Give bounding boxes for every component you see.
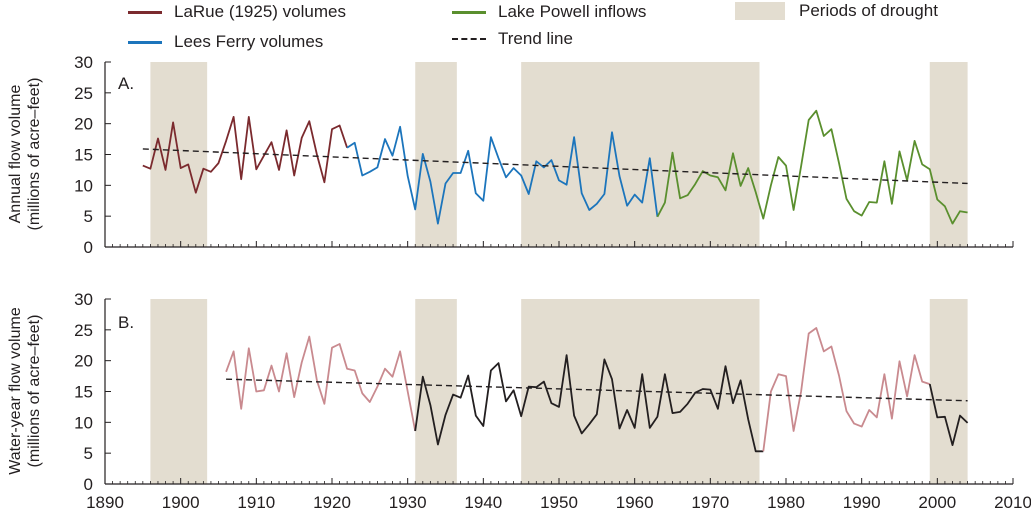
x-tick-label-1990: 1990 bbox=[843, 493, 881, 512]
legend-label-lees: Lees Ferry volumes bbox=[174, 32, 324, 51]
y-tick-label-a-5: 5 bbox=[84, 207, 93, 226]
panel-label-b: B. bbox=[118, 313, 135, 332]
series-line-a-3 bbox=[656, 109, 968, 225]
x-tick-label-1960: 1960 bbox=[616, 493, 654, 512]
x-tick-label-2010: 2010 bbox=[994, 493, 1031, 512]
y-tick-label-b-0: 0 bbox=[84, 475, 93, 494]
drought-band-a-3 bbox=[521, 62, 760, 247]
series-line-b-1 bbox=[225, 335, 417, 432]
legend-label-trend: Trend line bbox=[498, 29, 573, 48]
legend-label-drought: Periods of drought bbox=[799, 1, 938, 20]
series-line-a-1 bbox=[142, 116, 348, 194]
y-tick-label-b-25: 25 bbox=[74, 321, 93, 340]
y-tick-label-b-5: 5 bbox=[84, 444, 93, 463]
trend-line-a bbox=[142, 148, 968, 185]
y-tick-label-a-0: 0 bbox=[84, 238, 93, 257]
drought-band-b-4 bbox=[929, 299, 968, 484]
drought-band-b-1 bbox=[150, 299, 208, 484]
x-tick-label-1950: 1950 bbox=[540, 493, 578, 512]
legend-label-powell: Lake Powell inflows bbox=[498, 2, 647, 21]
panel-a: 0 5 10 15 20 25 30 bbox=[74, 53, 1014, 257]
drought-band-b-2 bbox=[415, 299, 457, 484]
legend-swatch-larue bbox=[128, 10, 162, 14]
panel-b: 0 5 10 15 20 25 30 1890 1900 1910 1920 1930 1940 1950… bbox=[74, 290, 1031, 512]
y-tick-label-a-15: 15 bbox=[74, 146, 93, 165]
x-tick-label-1920: 1920 bbox=[313, 493, 351, 512]
x-tick-label-1940: 1940 bbox=[464, 493, 502, 512]
y-tick-label-a-25: 25 bbox=[74, 84, 93, 103]
drought-band-a-4 bbox=[929, 62, 968, 247]
y-tick-label-b-15: 15 bbox=[74, 383, 93, 402]
x-tick-label-1910: 1910 bbox=[237, 493, 275, 512]
x-tick-label-1900: 1900 bbox=[162, 493, 200, 512]
x-tick-label-1980: 1980 bbox=[767, 493, 805, 512]
drought-band-a-2 bbox=[415, 62, 457, 247]
legend-swatch-lees bbox=[128, 40, 162, 44]
x-tick-label-1890: 1890 bbox=[86, 493, 124, 512]
legend-item-larue: LaRue (1925) volumes bbox=[128, 2, 346, 22]
legend-item-powell: Lake Powell inflows bbox=[452, 2, 646, 22]
series-line-a-2 bbox=[346, 125, 659, 225]
legend-item-trend: Trend line bbox=[452, 29, 573, 49]
series-line-b-4 bbox=[928, 383, 969, 447]
panel-label-a: A. bbox=[118, 74, 135, 93]
y-tick-label-b-10: 10 bbox=[74, 413, 93, 432]
x-tick-label-1970: 1970 bbox=[691, 493, 729, 512]
trend-line-b bbox=[226, 378, 968, 402]
x-tick-label-1930: 1930 bbox=[389, 493, 427, 512]
y-tick-label-a-10: 10 bbox=[74, 176, 93, 195]
legend-item-lees: Lees Ferry volumes bbox=[128, 32, 323, 52]
legend-item-drought: Periods of drought bbox=[735, 1, 938, 21]
x-tick-label-2000: 2000 bbox=[918, 493, 956, 512]
series-line-b-3 bbox=[762, 327, 931, 452]
legend-swatch-drought bbox=[735, 2, 785, 20]
y-tick-label-a-20: 20 bbox=[74, 115, 93, 134]
y-tick-label-a-30: 30 bbox=[74, 53, 93, 72]
y-tick-label-b-30: 30 bbox=[74, 290, 93, 309]
legend-swatch-powell bbox=[452, 10, 486, 14]
legend-label-larue: LaRue (1925) volumes bbox=[174, 2, 346, 21]
series-line-b-2 bbox=[414, 354, 764, 453]
y-tick-label-b-20: 20 bbox=[74, 352, 93, 371]
legend-swatch-trend bbox=[452, 38, 486, 40]
